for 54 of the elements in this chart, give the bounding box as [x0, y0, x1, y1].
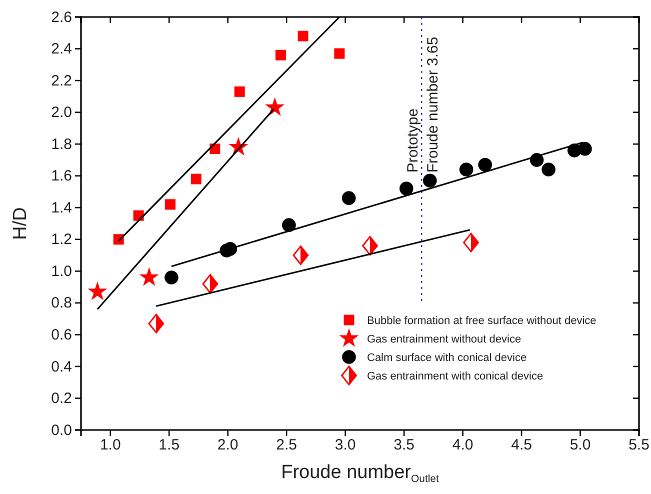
y-tick-label: 0.2 [51, 390, 72, 408]
point [234, 86, 245, 97]
legend-label: Bubble formation at free surface without device [367, 315, 596, 327]
y-tick-label: 0.8 [51, 294, 72, 312]
y-tick-label: 0.0 [51, 422, 72, 439]
x-tick-label: 3.5 [394, 436, 414, 454]
x-tick-label: 2.5 [276, 436, 298, 454]
point [190, 174, 202, 184]
point [202, 274, 218, 294]
y-tick-label: 2.4 [51, 40, 72, 58]
point [210, 144, 220, 154]
ref-line-label: Prototype Froude number 3.65 [404, 36, 442, 173]
y-axis-title: H/D [10, 207, 31, 240]
x-tick-label: 5.0 [570, 436, 591, 454]
point [362, 236, 378, 256]
y-tick-label: 1.2 [51, 231, 72, 248]
x-tick-label: 5.5 [628, 436, 650, 454]
x-tick-label: 4.5 [511, 436, 532, 454]
point [578, 142, 592, 156]
x-tick-label: 1.0 [100, 436, 121, 454]
y-tick-label: 1.8 [51, 136, 72, 153]
legend-label: Gas entrainment with conical device [367, 370, 544, 382]
point [463, 232, 479, 252]
legend-label: Calm surface with conical device [367, 352, 527, 364]
point [542, 162, 556, 176]
point [478, 158, 492, 172]
x-tick-label: 4.0 [452, 436, 474, 454]
x-tick-label: 1.5 [158, 436, 180, 454]
y-tick-label: 1.6 [51, 168, 72, 185]
point [148, 314, 164, 334]
point [342, 191, 356, 205]
point [165, 199, 176, 210]
point [292, 246, 309, 266]
legend-label: Gas entrainment without device [367, 334, 522, 346]
y-tick-label: 2.0 [51, 104, 72, 122]
point [164, 270, 178, 284]
y-tick-label: 2.6 [51, 8, 72, 26]
point [275, 50, 286, 60]
point [282, 218, 296, 232]
y-tick-label: 0.4 [51, 358, 72, 376]
point [422, 174, 437, 188]
x-tick-label: 3.0 [334, 436, 356, 454]
point [334, 48, 345, 59]
y-tick-label: 2.2 [51, 72, 72, 90]
y-tick-label: 1.4 [51, 199, 72, 216]
y-tick-label: 1.0 [51, 262, 72, 280]
x-axis-title: Froude number$_{Outlet}$ [281, 462, 439, 485]
y-tick-label: 0.6 [51, 326, 72, 344]
point [139, 267, 159, 286]
point [459, 162, 474, 176]
x-tick-label: 2.0 [217, 436, 238, 454]
point [399, 182, 414, 196]
point [298, 30, 308, 42]
point [88, 281, 108, 300]
